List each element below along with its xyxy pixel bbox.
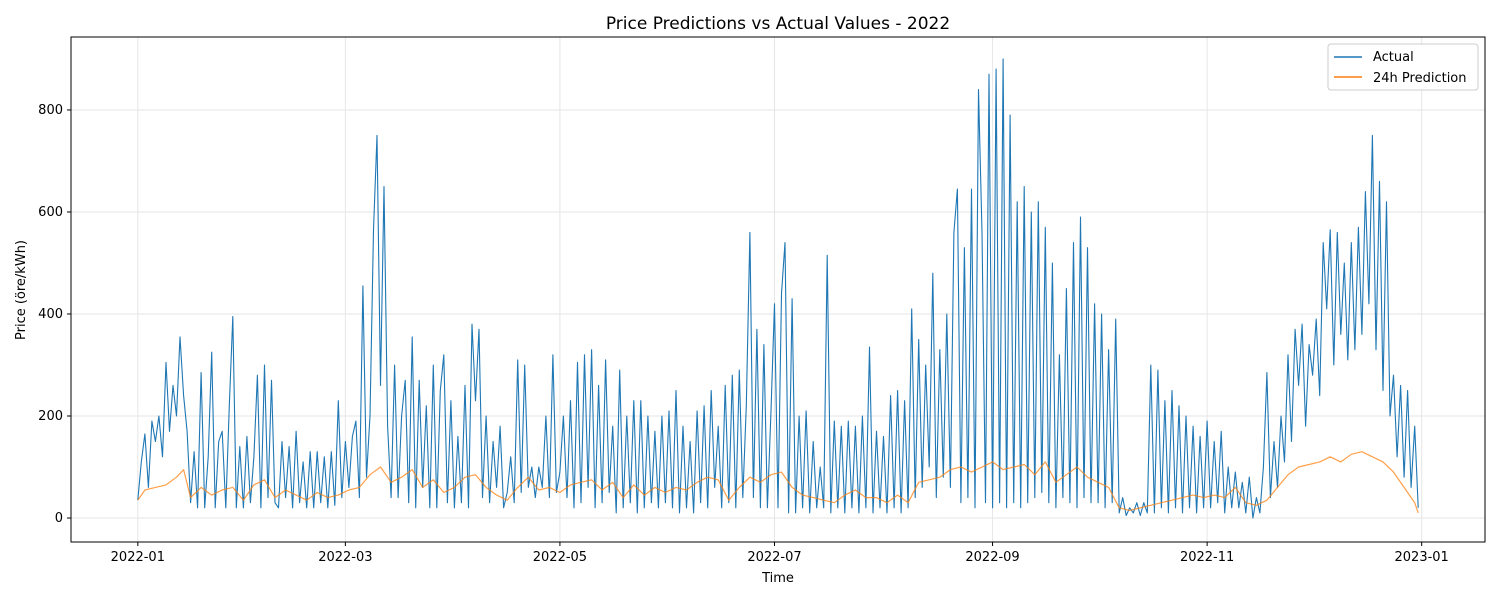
y-tick-label: 400	[38, 307, 63, 322]
y-tick-label: 600	[38, 205, 63, 220]
y-axis-label: Price (öre/kWh)	[14, 240, 29, 340]
x-axis-label: Time	[761, 571, 794, 586]
x-tick-label: 2022-11	[1180, 550, 1234, 565]
series-line-actual	[137, 58, 1419, 519]
x-tick-label: 2022-01	[111, 550, 165, 565]
x-tick-label: 2022-09	[965, 550, 1019, 565]
y-tick-label: 800	[38, 103, 63, 118]
y-axis: 0 200 400 600 800	[38, 103, 71, 526]
x-tick-label: 2023-01	[1395, 550, 1449, 565]
legend: Actual 24h Prediction	[1327, 43, 1479, 91]
x-tick-label: 2022-05	[533, 550, 587, 565]
legend-label-prediction: 24h Prediction	[1373, 71, 1467, 86]
chart-title: Price Predictions vs Actual Values - 202…	[606, 14, 950, 34]
x-tick-label: 2022-03	[318, 550, 372, 565]
grid	[71, 37, 1485, 542]
y-tick-label: 0	[55, 511, 63, 526]
legend-label-actual: Actual	[1373, 50, 1414, 65]
series-line-prediction	[137, 451, 1419, 514]
plot-frame	[70, 36, 1486, 543]
y-tick-label: 200	[38, 409, 63, 424]
x-tick-label: 2022-07	[747, 550, 801, 565]
x-axis: 2022-01 2022-03 2022-05 2022-07 2022-09 2022-…	[111, 542, 1449, 565]
legend-box	[1327, 43, 1479, 91]
series-layer	[137, 58, 1419, 519]
